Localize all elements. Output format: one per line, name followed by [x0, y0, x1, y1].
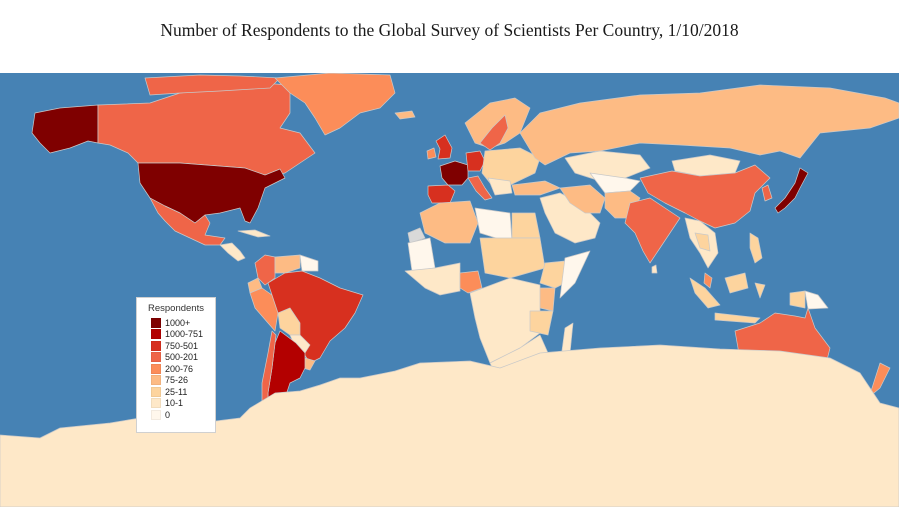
country-venezuela[interactable] — [274, 254, 301, 274]
country-eastern-europe[interactable] — [481, 147, 541, 186]
legend-label: 0 — [165, 409, 171, 420]
country-cuba[interactable] — [237, 229, 271, 238]
legend-label: 75-26 — [165, 375, 189, 386]
country-papua-new-guinea[interactable] — [804, 290, 829, 310]
country-alaska[interactable] — [31, 104, 99, 154]
country-western-sahara[interactable] — [407, 227, 426, 244]
legend-item: 200-76 — [151, 363, 215, 375]
legend-title: Respondents — [148, 303, 204, 314]
legend-swatch — [151, 340, 161, 351]
world-map — [0, 73, 899, 507]
country-mexico[interactable] — [149, 197, 226, 246]
legend-label: 10-1 — [165, 398, 184, 409]
legend-swatch — [151, 317, 161, 328]
country-mali[interactable] — [407, 237, 436, 272]
legend-item: 25-11 — [151, 386, 215, 398]
country-balkans[interactable] — [487, 177, 513, 196]
country-italy[interactable] — [467, 175, 493, 201]
country-central-asia[interactable] — [589, 172, 641, 194]
country-canada-islands[interactable] — [144, 74, 281, 96]
country-sri-lanka[interactable] — [651, 264, 658, 274]
legend-item: 75-26 — [151, 375, 215, 387]
country-germany[interactable] — [465, 150, 486, 172]
country-france[interactable] — [439, 160, 469, 186]
country-west-africa[interactable] — [404, 262, 461, 296]
legend-label: 25-11 — [165, 386, 188, 397]
country-spain[interactable] — [427, 184, 456, 204]
legend-item: 0 — [151, 409, 215, 421]
country-tanzania[interactable] — [529, 310, 554, 336]
map-title: Number of Respondents to the Global Surv… — [160, 20, 739, 40]
country-egypt[interactable] — [511, 212, 541, 239]
legend-swatch — [151, 329, 161, 340]
legend-label: 200-76 — [165, 363, 194, 374]
country-peru[interactable] — [249, 287, 279, 332]
country-united-kingdom[interactable] — [435, 134, 453, 160]
legend-swatch — [151, 375, 161, 386]
legend-swatch — [151, 363, 161, 374]
country-iceland[interactable] — [394, 110, 416, 120]
country-guianas[interactable] — [299, 254, 319, 272]
country-thailand[interactable] — [694, 232, 711, 252]
country-iran[interactable] — [559, 184, 606, 214]
country-nigeria[interactable] — [459, 270, 483, 294]
legend-item: 1000+ — [151, 317, 215, 329]
country-new-zealand[interactable] — [867, 362, 891, 399]
country-horn-somalia[interactable] — [559, 250, 591, 299]
legend: Respondents 1000+ 1000-751 750-501 500-2… — [136, 297, 216, 433]
legend-item: 1000-751 — [151, 329, 215, 341]
country-sweden[interactable] — [479, 114, 509, 151]
country-central-america[interactable] — [219, 242, 246, 262]
legend-label: 1000+ — [165, 317, 191, 328]
legend-swatch — [151, 398, 161, 409]
legend-swatch — [151, 386, 161, 397]
legend-swatch — [151, 409, 161, 420]
legend-item: 10-1 — [151, 398, 215, 410]
country-japan[interactable] — [774, 167, 809, 214]
legend-label: 500-201 — [165, 352, 199, 363]
country-philippines[interactable] — [749, 232, 763, 264]
country-china[interactable] — [639, 164, 771, 229]
country-indonesia[interactable] — [689, 272, 806, 324]
country-morocco-algeria[interactable] — [419, 200, 479, 244]
legend-swatch — [151, 352, 161, 363]
country-ireland[interactable] — [426, 147, 437, 160]
legend-label: 750-501 — [165, 340, 199, 351]
country-malaysia[interactable] — [703, 272, 713, 289]
legend-item: 750-501 — [151, 340, 215, 352]
country-greenland[interactable] — [274, 73, 396, 136]
legend-item: 500-201 — [151, 352, 215, 364]
country-sudan-chad[interactable] — [479, 237, 546, 279]
country-kazakhstan[interactable] — [564, 150, 651, 182]
country-korea[interactable] — [761, 184, 773, 202]
country-turkey[interactable] — [511, 180, 561, 196]
country-india[interactable] — [624, 197, 681, 264]
legend-label: 1000-751 — [165, 329, 204, 340]
country-russia[interactable] — [519, 84, 899, 166]
